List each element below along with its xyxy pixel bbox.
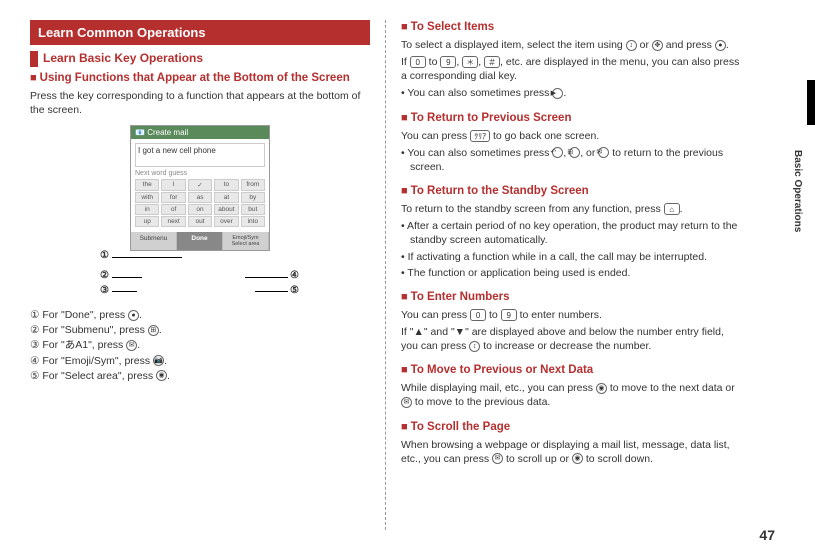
page-number: 47 xyxy=(759,527,775,543)
phone-softkeys: Submenu Done Emoji/SymSelect area xyxy=(131,232,269,250)
mail-key-icon: ✉ xyxy=(492,453,503,464)
phone-body: I got a new cell phone Next word guess t… xyxy=(131,139,269,232)
key-0-icon: 0 xyxy=(470,309,486,321)
right-key-icon: ▶ xyxy=(552,88,563,99)
center-key-icon: ● xyxy=(128,310,139,321)
heading-standby: ■To Return to the Standby Screen xyxy=(401,184,741,199)
intro-text: Press the key corresponding to a functio… xyxy=(30,89,370,117)
key-star-icon: ＊ xyxy=(462,56,478,68)
heading-scroll: ■To Scroll the Page xyxy=(401,420,741,435)
text-numbers-1: You can press 0 to 9 to enter numbers. xyxy=(401,308,741,322)
camera-key-icon: 📷 xyxy=(153,355,164,366)
mail-key-icon: ✉ xyxy=(598,147,609,158)
updown-key-icon: ↕ xyxy=(469,341,480,352)
record-key-icon: ◉ xyxy=(156,370,167,381)
block-select-items: ■To Select Items To select a displayed i… xyxy=(401,20,741,101)
square-bullet-icon: ■ xyxy=(30,72,37,84)
phone-input-text: I got a new cell phone xyxy=(135,143,265,167)
record-key-icon: ◉ xyxy=(572,453,583,464)
callout-5: ⑤ xyxy=(290,285,299,296)
text-prev-1: You can press ｸﾘｱ to go back one screen. xyxy=(401,129,741,143)
softkey-submenu: Submenu xyxy=(131,232,177,250)
callout-4: ④ xyxy=(290,270,299,281)
key-hash-icon: ＃ xyxy=(484,56,500,68)
legend-item-1: ① For "Done", press ●. xyxy=(30,308,370,323)
block-standby: ■To Return to the Standby Screen To retu… xyxy=(401,184,741,280)
app-key-icon: ⊞ xyxy=(148,325,159,336)
key-9-icon: 9 xyxy=(440,56,456,68)
block-move: ■To Move to Previous or Next Data While … xyxy=(401,363,741,409)
heading-select-items: ■To Select Items xyxy=(401,20,741,35)
heading-numbers: ■To Enter Numbers xyxy=(401,290,741,305)
text-select-1: To select a displayed item, select the i… xyxy=(401,38,741,52)
text-move-1: While displaying mail, etc., you can pre… xyxy=(401,381,741,409)
subsection-header: Learn Basic Key Operations xyxy=(30,51,370,67)
nav-key-icon: ✥ xyxy=(652,40,663,51)
heading-using-functions: ■Using Functions that Appear at the Bott… xyxy=(30,71,370,86)
app-key-icon: ⊞ xyxy=(569,147,580,158)
text-standby-1: To return to the standby screen from any… xyxy=(401,202,741,216)
square-bullet-icon: ■ xyxy=(401,112,408,124)
center-key-icon: ● xyxy=(715,40,726,51)
phone-screen: 📧 Create mail I got a new cell phone Nex… xyxy=(130,125,270,251)
square-bullet-icon: ■ xyxy=(401,21,408,33)
left-column: Learn Common Operations Learn Basic Key … xyxy=(30,20,385,505)
callout-1: ① xyxy=(100,250,109,261)
bullet-standby-1: • After a certain period of no key opera… xyxy=(401,219,741,247)
side-tab: Basic Operations xyxy=(792,150,803,232)
callout-2: ② xyxy=(100,270,109,281)
phone-keyboard: theI✓tofrom withforasatby inofonaboutbut… xyxy=(135,179,265,227)
square-bullet-icon: ■ xyxy=(401,421,408,433)
key-0-icon: 0 xyxy=(410,56,426,68)
text-scroll-1: When browsing a webpage or displaying a … xyxy=(401,438,741,466)
phone-titlebar: 📧 Create mail xyxy=(131,126,269,139)
record-key-icon: ◉ xyxy=(596,383,607,394)
side-tab-mark xyxy=(807,80,815,125)
block-prev-screen: ■To Return to Previous Screen You can pr… xyxy=(401,111,741,174)
square-bullet-icon: ■ xyxy=(401,185,408,197)
updown-key-icon: ↕ xyxy=(626,40,637,51)
block-scroll: ■To Scroll the Page When browsing a webp… xyxy=(401,420,741,466)
legend-item-2: ② For "Submenu", press ⊞. xyxy=(30,323,370,338)
bullet-standby-3: • The function or application being used… xyxy=(401,266,741,280)
bullet-select-1: • You can also sometimes press ▶. xyxy=(401,86,741,100)
end-key-icon: ⌂ xyxy=(664,203,680,215)
legend-item-5: ⑤ For "Select area", press ◉. xyxy=(30,369,370,384)
softkey-emoji: Emoji/SymSelect area xyxy=(223,232,269,250)
legend-list: ① For "Done", press ●. ② For "Submenu", … xyxy=(30,308,370,384)
square-bullet-icon: ■ xyxy=(401,291,408,303)
legend-item-4: ④ For "Emoji/Sym", press 📷. xyxy=(30,354,370,369)
heading-prev-screen: ■To Return to Previous Screen xyxy=(401,111,741,126)
clear-key-icon: ｸﾘｱ xyxy=(470,130,490,142)
bullet-standby-2: • If activating a function while in a ca… xyxy=(401,250,741,264)
section-header: Learn Common Operations xyxy=(30,20,370,45)
block-numbers: ■To Enter Numbers You can press 0 to 9 t… xyxy=(401,290,741,353)
heading-move: ■To Move to Previous or Next Data xyxy=(401,363,741,378)
mail-key-icon: ✉ xyxy=(401,397,412,408)
text-select-2: If 0 to 9, ＊, ＃, etc. are displayed in t… xyxy=(401,55,741,83)
square-bullet-icon: ■ xyxy=(401,364,408,376)
softkey-done: Done xyxy=(177,232,223,250)
back-key-icon: ↶ xyxy=(552,147,563,158)
text-numbers-2: If "▲" and "▼" are displayed above and b… xyxy=(401,325,741,353)
legend-item-3: ③ For "あA1", press ✉. xyxy=(30,338,370,353)
phone-predict-label: Next word guess xyxy=(135,170,265,177)
mail-key-icon: ✉ xyxy=(126,340,137,351)
key-9-icon: 9 xyxy=(501,309,517,321)
phone-figure: 📧 Create mail I got a new cell phone Nex… xyxy=(30,125,370,300)
page-content: Learn Common Operations Learn Basic Key … xyxy=(30,20,775,505)
right-column: ■To Select Items To select a displayed i… xyxy=(386,20,741,505)
callout-3: ③ xyxy=(100,285,109,296)
bullet-prev-1: • You can also sometimes press ↶, ⊞, or … xyxy=(401,146,741,174)
